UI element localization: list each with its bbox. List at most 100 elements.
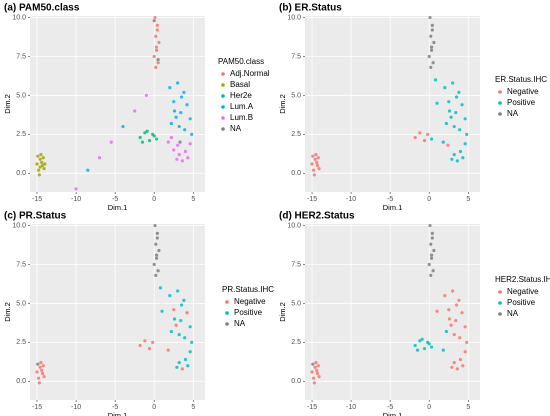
point bbox=[457, 298, 461, 302]
point bbox=[455, 367, 459, 371]
point bbox=[463, 117, 467, 121]
point bbox=[435, 309, 439, 313]
point bbox=[154, 34, 158, 38]
legend-label: NA bbox=[507, 109, 519, 118]
legend-swatch bbox=[221, 116, 225, 120]
point bbox=[183, 149, 188, 154]
point bbox=[447, 308, 451, 312]
point bbox=[429, 48, 434, 52]
point bbox=[143, 131, 147, 135]
x-tick-label: -5 bbox=[112, 404, 118, 411]
plot-background bbox=[30, 224, 205, 400]
point bbox=[144, 93, 149, 98]
point bbox=[160, 309, 164, 313]
point bbox=[426, 132, 430, 136]
point bbox=[413, 343, 417, 348]
point bbox=[427, 342, 431, 346]
point bbox=[418, 131, 422, 135]
point bbox=[429, 273, 433, 277]
y-tick-label: 0.0 bbox=[16, 170, 26, 177]
legend-swatch bbox=[221, 94, 225, 98]
point bbox=[435, 101, 439, 105]
point bbox=[311, 376, 316, 380]
legend-label: Basal bbox=[230, 80, 250, 89]
point bbox=[422, 139, 427, 143]
point bbox=[182, 298, 186, 302]
point bbox=[429, 34, 433, 38]
point bbox=[415, 348, 420, 352]
point bbox=[452, 153, 456, 157]
y-tick-label: 10.0 bbox=[287, 14, 301, 21]
x-tick-label: -5 bbox=[112, 196, 118, 203]
point bbox=[311, 154, 315, 158]
point bbox=[155, 231, 159, 235]
point bbox=[317, 167, 321, 171]
legend-swatch bbox=[498, 101, 502, 105]
point bbox=[157, 248, 161, 253]
legend-label: Her2e bbox=[230, 91, 252, 100]
point bbox=[155, 23, 159, 27]
point bbox=[152, 19, 156, 23]
point bbox=[430, 231, 434, 235]
point bbox=[166, 140, 170, 144]
point bbox=[460, 103, 464, 107]
x-tick-label: 0 bbox=[152, 196, 156, 203]
legend-label: Positive bbox=[507, 298, 536, 307]
point bbox=[177, 153, 181, 157]
panel-title: (d) HER2.Status bbox=[279, 211, 355, 222]
y-tick-label: 10.0 bbox=[12, 14, 26, 21]
point bbox=[178, 140, 182, 144]
point bbox=[457, 90, 461, 94]
legend-title: PR.Status.IHC bbox=[222, 285, 274, 294]
point bbox=[38, 157, 42, 161]
point bbox=[38, 165, 42, 169]
legend-swatch bbox=[221, 72, 225, 76]
point bbox=[40, 368, 44, 373]
legend-swatch bbox=[498, 301, 502, 305]
x-tick-label: 5 bbox=[191, 196, 195, 203]
point bbox=[157, 40, 161, 45]
point bbox=[429, 45, 434, 49]
point bbox=[35, 162, 39, 166]
panel-title: (b) ER.Status bbox=[279, 3, 342, 14]
panel: (b) ER.Status -15 -10 -5 0 5 0.0 2.5 5.0 7.5 10.0 D… bbox=[278, 3, 547, 212]
point bbox=[177, 124, 181, 129]
point bbox=[40, 160, 44, 165]
point bbox=[441, 140, 445, 144]
x-tick-label: 0 bbox=[427, 404, 431, 411]
y-tick-label: 2.5 bbox=[16, 131, 26, 138]
x-axis-label: Dim.1 bbox=[108, 203, 128, 212]
plot-background bbox=[30, 16, 205, 192]
point bbox=[449, 115, 453, 119]
point bbox=[454, 318, 458, 323]
point bbox=[152, 54, 156, 59]
point bbox=[463, 350, 467, 354]
point bbox=[74, 187, 78, 191]
point bbox=[172, 148, 176, 152]
x-tick-label: 0 bbox=[427, 196, 431, 203]
point bbox=[153, 223, 157, 228]
point bbox=[432, 248, 436, 253]
point bbox=[41, 364, 45, 368]
x-tick-label: -5 bbox=[387, 196, 393, 203]
y-tick-label: 0.0 bbox=[291, 170, 301, 177]
point bbox=[175, 157, 179, 161]
point bbox=[168, 294, 172, 298]
point bbox=[315, 371, 320, 376]
y-axis-label: Dim.2 bbox=[278, 94, 287, 114]
point bbox=[153, 15, 157, 20]
x-tick-label: -15 bbox=[307, 196, 317, 203]
y-tick-label: 7.5 bbox=[291, 261, 301, 268]
point bbox=[42, 375, 46, 379]
legend-swatch bbox=[498, 112, 502, 116]
legend-label: Lum.A bbox=[230, 102, 254, 111]
point bbox=[450, 365, 454, 369]
point bbox=[316, 156, 320, 160]
point bbox=[154, 256, 159, 260]
point bbox=[452, 361, 456, 365]
point bbox=[454, 303, 459, 307]
point bbox=[185, 103, 189, 107]
y-axis-label: Dim.2 bbox=[278, 302, 287, 322]
point bbox=[138, 343, 142, 348]
point bbox=[188, 117, 192, 121]
